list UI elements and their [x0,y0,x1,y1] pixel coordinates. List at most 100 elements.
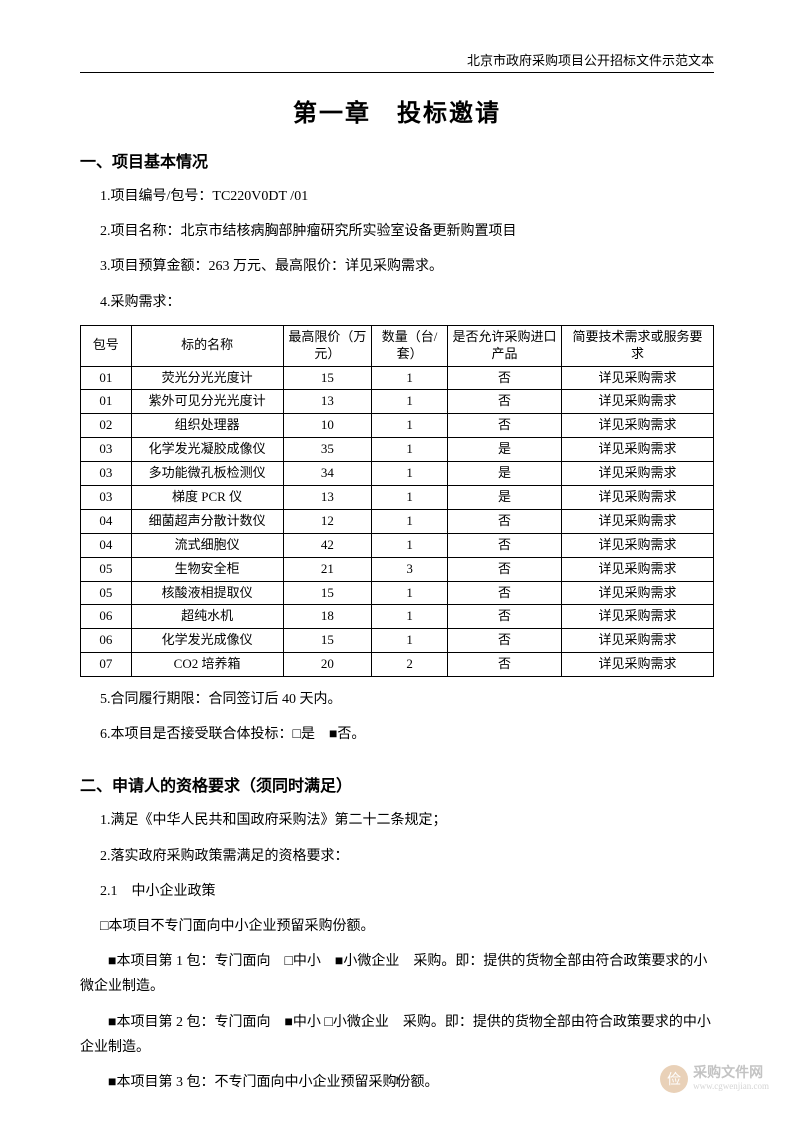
policy-line-1: □本项目不专门面向中小企业预留采购份额。 [100,914,714,939]
table-cell-qty: 1 [372,629,448,653]
table-cell-import: 是 [448,462,562,486]
table-row: 07CO2 培养箱202否详见采购需求 [81,653,714,677]
table-cell-req: 详见采购需求 [562,557,714,581]
contract-period: 5.合同履行期限：合同签订后 40 天内。 [100,687,714,712]
table-cell-name: 生物安全柜 [131,557,283,581]
table-cell-price: 20 [283,653,372,677]
table-cell-name: 化学发光成像仪 [131,629,283,653]
table-cell-import: 否 [448,509,562,533]
table-cell-name: 多功能微孔板检测仪 [131,462,283,486]
table-cell-pkg: 05 [81,557,132,581]
table-row: 05生物安全柜213否详见采购需求 [81,557,714,581]
table-cell-name: 超纯水机 [131,605,283,629]
table-cell-name: 化学发光凝胶成像仪 [131,438,283,462]
table-cell-import: 否 [448,605,562,629]
table-cell-req: 详见采购需求 [562,414,714,438]
table-cell-req: 详见采购需求 [562,390,714,414]
qualification-item-1: 1.满足《中华人民共和国政府采购法》第二十二条规定； [100,808,714,833]
table-cell-name: 紫外可见分光光度计 [131,390,283,414]
header-requirements: 简要技术需求或服务要求 [562,325,714,366]
project-budget: 3.项目预算金额：263 万元、最高限价：详见采购需求。 [100,254,714,279]
watermark-icon: 俭 [660,1065,688,1093]
table-row: 03梯度 PCR 仪131是详见采购需求 [81,485,714,509]
table-cell-price: 15 [283,366,372,390]
table-cell-price: 18 [283,605,372,629]
table-cell-req: 详见采购需求 [562,605,714,629]
table-cell-qty: 2 [372,653,448,677]
table-cell-pkg: 06 [81,605,132,629]
table-row: 02组织处理器101否详见采购需求 [81,414,714,438]
table-cell-pkg: 06 [81,629,132,653]
table-cell-qty: 1 [372,485,448,509]
qualification-item-2: 2.落实政府采购政策需满足的资格要求： [100,844,714,869]
table-cell-pkg: 04 [81,509,132,533]
section-1-title: 一、项目基本情况 [80,148,714,172]
table-cell-name: 组织处理器 [131,414,283,438]
table-cell-import: 否 [448,390,562,414]
table-cell-req: 详见采购需求 [562,629,714,653]
table-cell-import: 否 [448,581,562,605]
table-row: 06超纯水机181否详见采购需求 [81,605,714,629]
header-package: 包号 [81,325,132,366]
table-cell-price: 10 [283,414,372,438]
table-cell-price: 13 [283,390,372,414]
header-item-name: 标的名称 [131,325,283,366]
header-quantity: 数量（台/套） [372,325,448,366]
table-cell-pkg: 03 [81,485,132,509]
table-row: 04流式细胞仪421否详见采购需求 [81,533,714,557]
table-cell-pkg: 01 [81,390,132,414]
table-cell-pkg: 05 [81,581,132,605]
table-cell-name: 荧光分光光度计 [131,366,283,390]
table-cell-qty: 1 [372,462,448,486]
table-cell-qty: 1 [372,581,448,605]
procurement-needs-label: 4.采购需求： [100,290,714,315]
chapter-title: 第一章 投标邀请 [80,93,714,128]
table-cell-import: 否 [448,629,562,653]
watermark-name: 采购文件网 [693,1066,769,1081]
table-cell-name: 核酸液相提取仪 [131,581,283,605]
table-cell-price: 15 [283,629,372,653]
table-row: 03化学发光凝胶成像仪351是详见采购需求 [81,438,714,462]
table-cell-qty: 3 [372,557,448,581]
table-header-row: 包号 标的名称 最高限价（万元） 数量（台/套） 是否允许采购进口产品 简要技术… [81,325,714,366]
table-cell-import: 否 [448,366,562,390]
table-row: 03多功能微孔板检测仪341是详见采购需求 [81,462,714,486]
table-cell-price: 12 [283,509,372,533]
page-header: 北京市政府采购项目公开招标文件示范文本 [80,50,714,73]
table-cell-import: 否 [448,557,562,581]
table-row: 04细菌超声分散计数仪121否详见采购需求 [81,509,714,533]
table-cell-req: 详见采购需求 [562,366,714,390]
table-body: 01荧光分光光度计151否详见采购需求01紫外可见分光光度计131否详见采购需求… [81,366,714,677]
table-cell-name: 梯度 PCR 仪 [131,485,283,509]
table-cell-price: 35 [283,438,372,462]
sme-policy-label: 2.1 中小企业政策 [100,879,714,904]
table-cell-pkg: 03 [81,438,132,462]
table-cell-qty: 1 [372,509,448,533]
table-cell-req: 详见采购需求 [562,533,714,557]
table-cell-req: 详见采购需求 [562,462,714,486]
table-cell-price: 21 [283,557,372,581]
table-cell-req: 详见采购需求 [562,509,714,533]
consortium-bidding: 6.本项目是否接受联合体投标：□是 ■否。 [100,722,714,747]
table-cell-req: 详见采购需求 [562,581,714,605]
table-row: 06化学发光成像仪151否详见采购需求 [81,629,714,653]
table-cell-import: 否 [448,653,562,677]
project-name: 2.项目名称：北京市结核病胸部肿瘤研究所实验室设备更新购置项目 [100,219,714,244]
project-number: 1.项目编号/包号：TC220V0DT /01 [100,184,714,209]
table-cell-name: CO2 培养箱 [131,653,283,677]
table-cell-qty: 1 [372,438,448,462]
section-2-title: 二、申请人的资格要求（须同时满足） [80,772,714,796]
table-cell-price: 34 [283,462,372,486]
table-row: 01荧光分光光度计151否详见采购需求 [81,366,714,390]
table-row: 05核酸液相提取仪151否详见采购需求 [81,581,714,605]
table-cell-name: 流式细胞仪 [131,533,283,557]
table-cell-import: 是 [448,438,562,462]
table-row: 01紫外可见分光光度计131否详见采购需求 [81,390,714,414]
table-cell-qty: 1 [372,414,448,438]
table-cell-qty: 1 [372,390,448,414]
header-import-allowed: 是否允许采购进口产品 [448,325,562,366]
procurement-table: 包号 标的名称 最高限价（万元） 数量（台/套） 是否允许采购进口产品 简要技术… [80,325,714,677]
table-cell-pkg: 03 [81,462,132,486]
header-max-price: 最高限价（万元） [283,325,372,366]
table-cell-qty: 1 [372,533,448,557]
